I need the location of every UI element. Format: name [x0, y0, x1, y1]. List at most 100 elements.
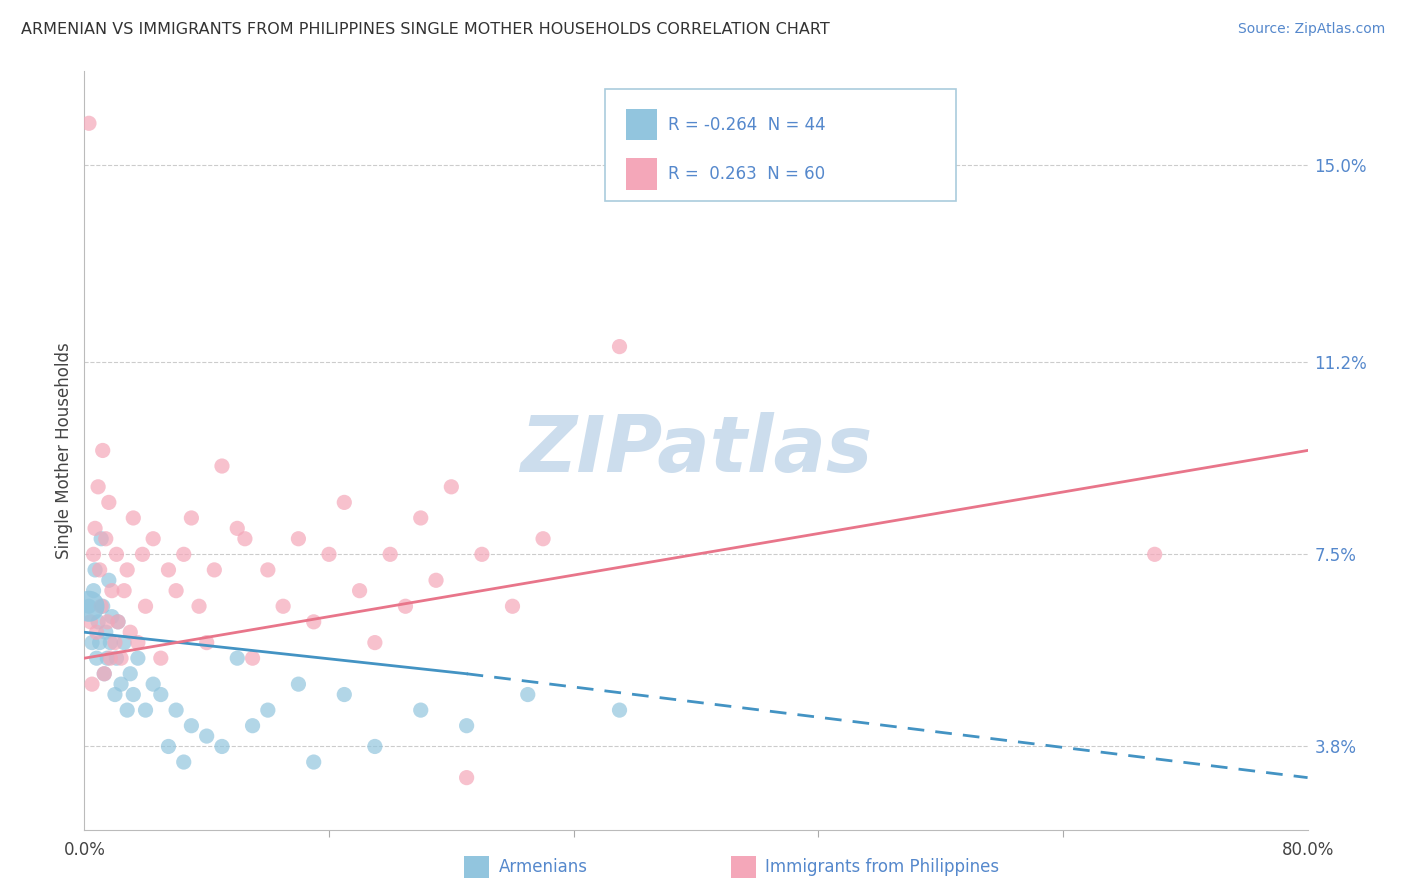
Point	[333, 688, 356, 702]
Point	[456, 771, 478, 785]
Point	[180, 719, 202, 733]
Point	[242, 719, 264, 733]
Point	[440, 480, 463, 494]
Point	[93, 666, 115, 681]
Point	[287, 677, 309, 691]
Point	[110, 651, 132, 665]
Point	[226, 521, 249, 535]
Point	[127, 651, 149, 665]
Point	[349, 583, 371, 598]
Text: Immigrants from Philippines: Immigrants from Philippines	[765, 858, 1000, 876]
Point	[77, 599, 100, 614]
Point	[257, 703, 280, 717]
Point	[135, 703, 157, 717]
Point	[97, 495, 120, 509]
Point	[165, 583, 187, 598]
Point	[90, 599, 112, 614]
Point	[80, 677, 103, 691]
Point	[364, 635, 387, 649]
Point	[91, 443, 114, 458]
Point	[609, 340, 631, 354]
Point	[226, 651, 249, 665]
Point	[195, 635, 218, 649]
Point	[409, 511, 432, 525]
Point	[122, 511, 145, 525]
Point	[89, 635, 111, 649]
Point	[115, 563, 138, 577]
Point	[425, 574, 447, 588]
Point	[502, 599, 524, 614]
Point	[149, 688, 172, 702]
Point	[112, 583, 135, 598]
Point	[195, 729, 218, 743]
Point	[87, 480, 110, 494]
Point	[115, 703, 138, 717]
Point	[173, 755, 195, 769]
Point	[149, 651, 172, 665]
Point	[318, 547, 340, 561]
Point	[131, 547, 153, 561]
Text: ZIPatlas: ZIPatlas	[520, 412, 872, 489]
Point	[516, 688, 538, 702]
Point	[157, 739, 180, 754]
Text: R =  0.263  N = 60: R = 0.263 N = 60	[668, 165, 825, 183]
Point	[77, 599, 100, 614]
Point	[302, 755, 325, 769]
Point	[394, 599, 416, 614]
Point	[157, 563, 180, 577]
Point	[77, 116, 100, 130]
Point	[188, 599, 211, 614]
Point	[101, 583, 124, 598]
Point	[127, 635, 149, 649]
Point	[84, 563, 107, 577]
Point	[456, 719, 478, 733]
Point	[211, 739, 233, 754]
Y-axis label: Single Mother Households: Single Mother Households	[55, 343, 73, 558]
Point	[87, 615, 110, 629]
Point	[914, 158, 936, 172]
Point	[112, 635, 135, 649]
Text: ARMENIAN VS IMMIGRANTS FROM PHILIPPINES SINGLE MOTHER HOUSEHOLDS CORRELATION CHA: ARMENIAN VS IMMIGRANTS FROM PHILIPPINES …	[21, 22, 830, 37]
Point	[364, 739, 387, 754]
Point	[94, 532, 117, 546]
Point	[80, 635, 103, 649]
Point	[142, 677, 165, 691]
Point	[86, 651, 108, 665]
Point	[89, 563, 111, 577]
Point	[105, 651, 128, 665]
Point	[409, 703, 432, 717]
Point	[1143, 547, 1166, 561]
Point	[211, 458, 233, 473]
Point	[333, 495, 356, 509]
Point	[79, 615, 101, 629]
Point	[86, 625, 108, 640]
Point	[107, 615, 129, 629]
Point	[142, 532, 165, 546]
Point	[531, 532, 554, 546]
Point	[380, 547, 402, 561]
Point	[94, 625, 117, 640]
Point	[302, 615, 325, 629]
Point	[287, 532, 309, 546]
Point	[202, 563, 225, 577]
Point	[180, 511, 202, 525]
Point	[83, 547, 105, 561]
Point	[609, 703, 631, 717]
Text: Armenians: Armenians	[499, 858, 588, 876]
Point	[104, 688, 127, 702]
Point	[105, 547, 128, 561]
Point	[98, 651, 121, 665]
Point	[84, 521, 107, 535]
Point	[93, 666, 115, 681]
Point	[107, 615, 129, 629]
Point	[97, 574, 120, 588]
Point	[257, 563, 280, 577]
Point	[96, 615, 118, 629]
Point	[271, 599, 294, 614]
Text: Source: ZipAtlas.com: Source: ZipAtlas.com	[1237, 22, 1385, 37]
Point	[173, 547, 195, 561]
Point	[110, 677, 132, 691]
Point	[96, 651, 118, 665]
Point	[104, 635, 127, 649]
Point	[98, 635, 121, 649]
